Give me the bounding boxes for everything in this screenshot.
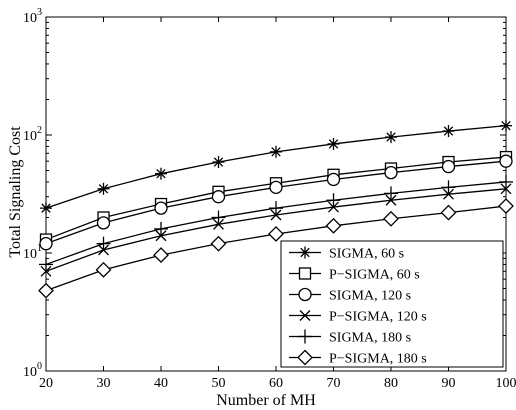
- legend-item: P−SIGMA, 180 s: [289, 349, 427, 367]
- legend-label: SIGMA, 120 s: [329, 289, 411, 304]
- series-6: [38, 198, 514, 299]
- data-point: [326, 172, 341, 187]
- data-point: [270, 145, 282, 158]
- data-point: [155, 167, 167, 180]
- x-tick-label: 60: [269, 376, 283, 391]
- legend-marker: [298, 287, 312, 302]
- data-point: [268, 226, 284, 242]
- y-axis-label: Total Signaling Cost: [7, 126, 24, 258]
- y-tick-label: 102: [23, 125, 42, 144]
- legend-marker: [297, 349, 313, 366]
- x-tick-label: 100: [496, 376, 516, 391]
- x-tick-label: 90: [442, 376, 456, 391]
- data-point: [327, 137, 340, 150]
- data-point: [40, 202, 52, 215]
- data-point: [385, 131, 397, 144]
- x-axis-label: Number of MH: [216, 392, 316, 409]
- x-tick-label: 40: [154, 376, 168, 391]
- data-point: [383, 210, 399, 227]
- data-point: [211, 210, 226, 225]
- data-point: [325, 217, 342, 234]
- data-point: [153, 247, 169, 264]
- legend-label: P−SIGMA, 120 s: [329, 310, 427, 325]
- data-point: [210, 235, 227, 252]
- x-tick-label: 20: [39, 376, 53, 391]
- data-point: [499, 154, 513, 168]
- x-tick-label: 80: [384, 376, 398, 391]
- legend: SIGMA, 60 s P−SIGMA, 60 s SIGMA, 120 s P−SI…: [280, 240, 504, 368]
- legend-box: [280, 240, 504, 368]
- x-tick-label: 70: [327, 376, 341, 391]
- legend-item: P−SIGMA, 120 s: [289, 310, 427, 325]
- data-point: [269, 180, 283, 195]
- data-point: [441, 159, 456, 174]
- data-point: [96, 216, 111, 230]
- data-point: [38, 282, 54, 299]
- x-tick-label: 50: [212, 376, 226, 391]
- data-point: [498, 198, 514, 214]
- legend-label: SIGMA, 180 s: [329, 331, 411, 346]
- data-point: [269, 201, 283, 216]
- data-point: [39, 237, 53, 251]
- legend-label: SIGMA, 60 s: [329, 247, 404, 262]
- y-tick-label: 103: [23, 7, 42, 26]
- data-point: [154, 201, 168, 215]
- data-point: [384, 186, 398, 201]
- series-5: [39, 174, 513, 272]
- data-point: [95, 261, 112, 278]
- legend-label: P−SIGMA, 180 s: [329, 352, 427, 367]
- data-point: [154, 221, 168, 236]
- legend-marker: [299, 310, 311, 321]
- series-layer: [38, 119, 514, 299]
- data-point: [212, 156, 225, 169]
- legend-item: P−SIGMA, 60 s: [289, 267, 420, 283]
- series-3: [39, 154, 513, 251]
- data-point: [326, 193, 341, 208]
- y-tick-label: 100: [23, 361, 42, 380]
- legend-item: SIGMA, 120 s: [289, 287, 411, 304]
- legend-item: SIGMA, 60 s: [289, 246, 404, 262]
- legend-marker: [298, 267, 312, 280]
- data-point: [384, 165, 398, 180]
- y-tick-label: 101: [23, 243, 42, 262]
- data-point: [96, 236, 111, 251]
- data-point: [440, 204, 457, 221]
- data-point: [441, 180, 456, 195]
- axis-ticks: 20 30 40 50 60 70 80 90 100 100 101 102 103: [23, 7, 516, 391]
- data-point: [500, 119, 512, 132]
- data-point: [211, 190, 226, 204]
- legend-item: SIGMA, 180 s: [289, 329, 411, 346]
- data-point: [499, 174, 513, 189]
- data-point: [39, 257, 53, 272]
- legend-marker: [298, 329, 312, 344]
- x-tick-label: 30: [97, 376, 111, 391]
- legend-label: P−SIGMA, 60 s: [329, 268, 420, 283]
- legend-marker: [299, 246, 311, 259]
- data-point: [97, 182, 110, 195]
- data-point: [442, 125, 455, 138]
- series-1: [40, 119, 512, 215]
